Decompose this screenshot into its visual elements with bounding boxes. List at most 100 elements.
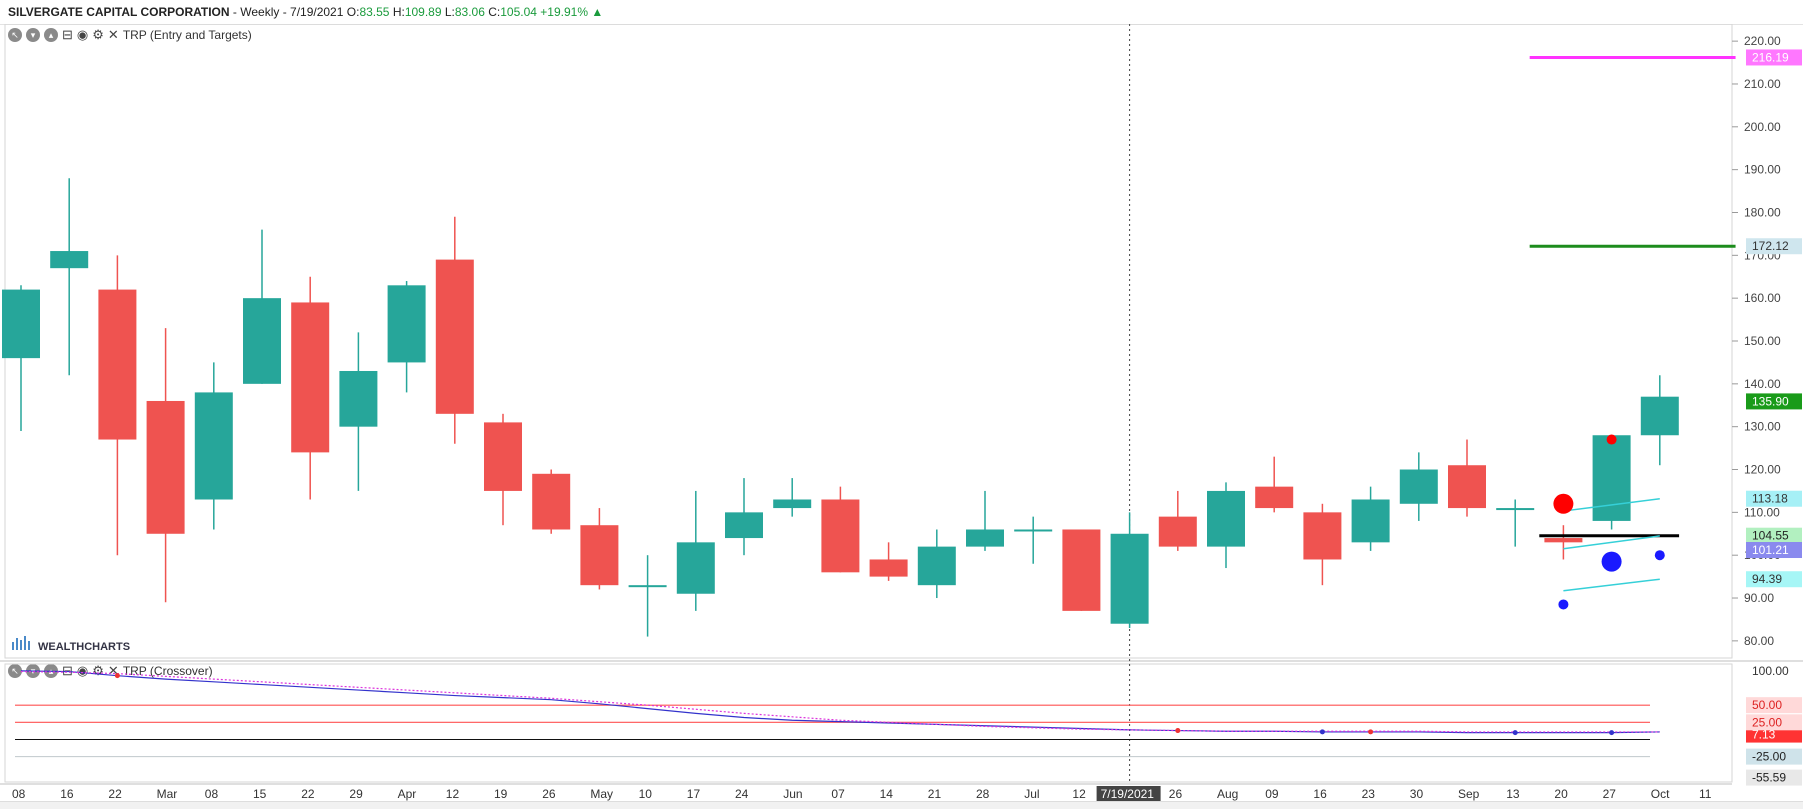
close-label: C: — [488, 5, 501, 19]
y-tick-label: 200.00 — [1744, 120, 1781, 134]
x-tick-label: 21 — [928, 787, 942, 801]
logo-bar — [24, 636, 26, 650]
eye-icon[interactable]: ◉ — [76, 663, 89, 678]
x-tick-label: 10 — [639, 787, 653, 801]
symbol-name: SILVERGATE CAPITAL CORPORATION — [8, 5, 230, 19]
x-tick-label: Apr — [398, 787, 417, 801]
price-chart[interactable]: 80.00 90.00 100.00 110.00 120.00 130.00 140.00… — [0, 24, 1803, 801]
x-tick-label: Sep — [1458, 787, 1480, 801]
change-percent: +19.91% — [540, 5, 589, 19]
chart-header: SILVERGATE CAPITAL CORPORATION - Weekly … — [0, 0, 1803, 25]
osc-dot — [1319, 729, 1325, 735]
candle-up — [1399, 469, 1438, 504]
x-tick-label: 08 — [205, 787, 219, 801]
chevron-down-icon[interactable]: ▾ — [26, 28, 40, 42]
candle-up — [676, 542, 715, 594]
period-date: - Weekly - 7/19/2021 — [232, 5, 344, 19]
x-tick-label: Mar — [157, 787, 178, 801]
x-tick-label: 16 — [60, 787, 74, 801]
candle-down — [1158, 516, 1197, 547]
candle-up — [917, 546, 956, 586]
x-tick-label: 08 — [12, 787, 26, 801]
candle-down — [1062, 529, 1101, 611]
gear-icon[interactable]: ⚙ — [92, 663, 104, 678]
target-high-price-tag-label: 216.19 — [1752, 50, 1789, 64]
osc-y-tick-label: 25.00 — [1752, 715, 1782, 729]
logo-bar — [16, 638, 18, 650]
x-tick-label: 29 — [349, 787, 363, 801]
candle-down — [435, 259, 474, 414]
x-tick-label: 07 — [831, 787, 845, 801]
upper-band-line — [1563, 497, 1660, 512]
status-bar — [0, 801, 1803, 809]
osc-dot — [114, 673, 120, 679]
eye-icon[interactable]: ◉ — [76, 27, 89, 42]
x-tick-label: Jun — [783, 787, 802, 801]
x-tick-label: Aug — [1217, 787, 1238, 801]
pointer-icon[interactable]: ↖ — [8, 664, 22, 678]
gear-icon[interactable]: ⚙ — [92, 27, 104, 42]
lower-band-price-tag-label: 94.39 — [1752, 572, 1782, 586]
change-arrow-icon: ▲ — [591, 5, 604, 19]
crosshair-date-tag — [1096, 786, 1161, 801]
signal-dot — [1654, 550, 1665, 561]
y-tick-label: 210.00 — [1744, 77, 1781, 91]
x-tick-label: 12 — [446, 787, 460, 801]
y-tick-label: 150.00 — [1744, 334, 1781, 348]
target-high-price-tag — [1746, 49, 1802, 66]
upper-band-price-tag — [1746, 490, 1802, 507]
x-tick-label: 11 — [1699, 787, 1712, 801]
x-tick-label: 22 — [108, 787, 122, 801]
y-tick-label: 140.00 — [1744, 377, 1781, 391]
candle-up — [725, 512, 763, 539]
y-tick-label: 190.00 — [1744, 163, 1781, 177]
wealthcharts-logo: WEALTHCHARTS — [38, 641, 130, 653]
candle-up — [966, 529, 1004, 547]
osc-y-tick-label: -25.00 — [1752, 750, 1786, 764]
mid-band-price-tag — [1746, 542, 1802, 559]
candle-up — [1496, 508, 1535, 511]
entry-signal-dot — [1553, 493, 1574, 514]
osc-y-tick-label: 100.00 — [1752, 664, 1789, 678]
osc-y-tick-label: -55.59 — [1752, 771, 1786, 785]
close-value: 105.04 — [500, 5, 537, 19]
logo-bar — [28, 641, 30, 650]
candle-up — [2, 289, 40, 359]
candle-up — [50, 251, 89, 269]
y-tick-label: 160.00 — [1744, 291, 1781, 305]
candle-up — [1592, 435, 1631, 521]
low-label: L: — [444, 5, 455, 19]
candle-down — [98, 289, 137, 440]
candle-up — [1351, 499, 1390, 543]
x-tick-label: 09 — [1265, 787, 1279, 801]
entry-price-tag-label: 104.55 — [1752, 529, 1789, 543]
candle-up — [1640, 396, 1679, 436]
pointer-icon[interactable]: ↖ — [8, 28, 22, 42]
mid-band-price-tag-label: 101.21 — [1752, 543, 1789, 557]
osc-y-tick-label: 50.00 — [1752, 698, 1782, 712]
osc-y-tag — [1746, 726, 1802, 743]
close-icon[interactable]: ✕ — [107, 27, 119, 42]
mid-band-line — [1563, 535, 1660, 550]
main-indicator-label: TRP (Entry and Targets) — [122, 28, 252, 42]
last-price-price-tag — [1746, 393, 1802, 410]
osc-dot — [1175, 728, 1181, 734]
triangle-up-icon[interactable]: ▴ — [44, 28, 58, 42]
x-tick-label: 26 — [1169, 787, 1183, 801]
target-mid-price-tag-label: 172.12 — [1752, 239, 1789, 253]
logo-bar — [12, 642, 14, 650]
logo-bar — [20, 640, 22, 650]
x-tick-label: 28 — [976, 787, 990, 801]
x-tick-label: 15 — [253, 787, 267, 801]
y-tick-label: 180.00 — [1744, 205, 1781, 219]
collapse-icon[interactable]: ⊟ — [62, 663, 73, 678]
x-tick-label: 23 — [1362, 787, 1376, 801]
close-icon[interactable]: ✕ — [107, 663, 119, 678]
x-tick-label: 12 — [1072, 787, 1086, 801]
collapse-icon[interactable]: ⊟ — [62, 27, 73, 42]
osc-y-tag — [1746, 714, 1802, 731]
candle-up — [339, 370, 378, 427]
osc-y-tag — [1746, 662, 1802, 679]
candle-down — [146, 400, 185, 534]
x-tick-label: May — [590, 787, 613, 801]
